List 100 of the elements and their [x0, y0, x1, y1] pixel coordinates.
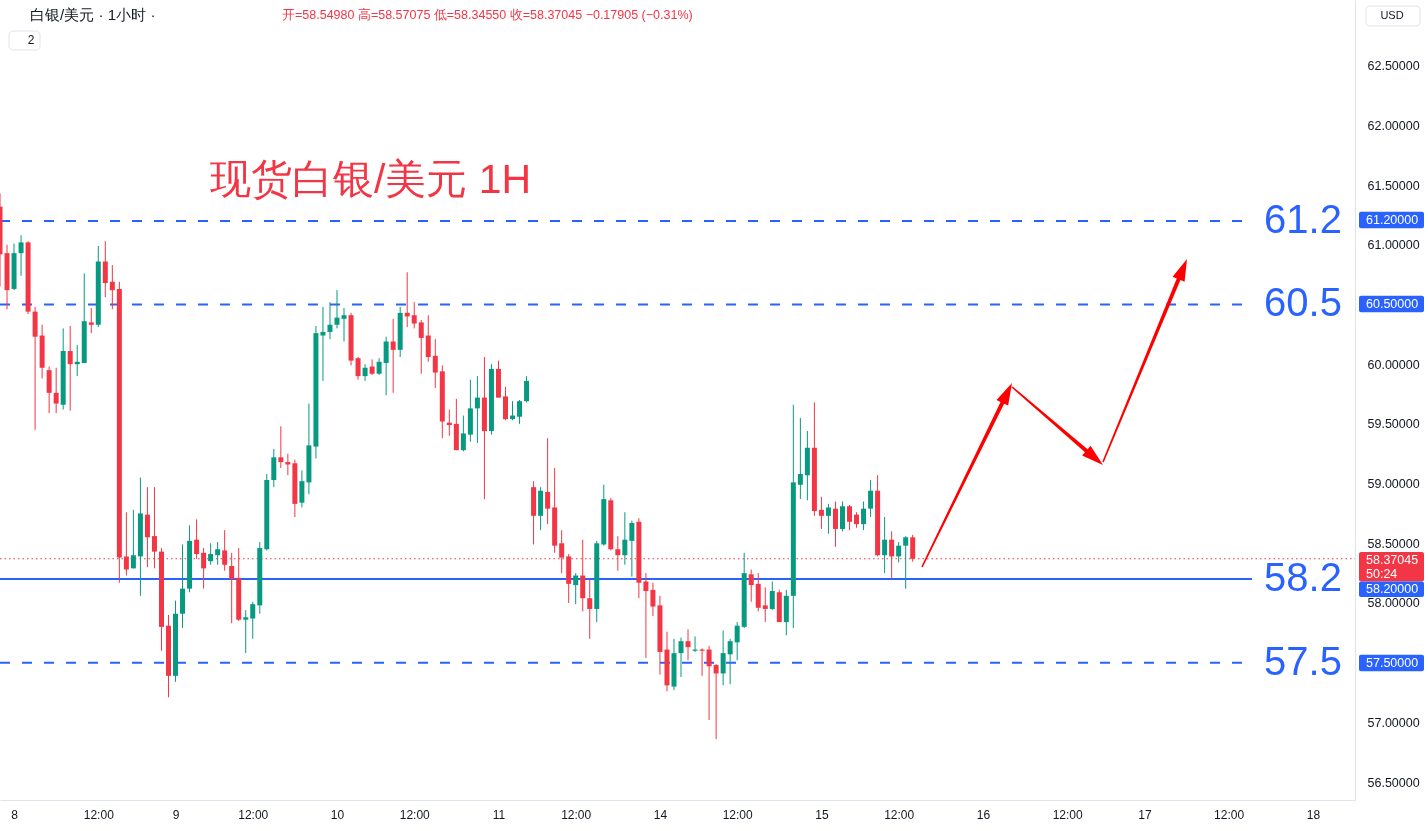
y-tick-label: 58.50000	[1367, 536, 1420, 551]
x-tick-label: 10	[330, 807, 345, 822]
candlestick	[882, 516, 888, 574]
candlestick	[243, 609, 249, 654]
candlestick	[587, 578, 593, 640]
candlestick	[362, 363, 368, 382]
candlestick	[650, 582, 656, 617]
candlestick	[411, 301, 417, 329]
ref-line-label: 58.2	[1264, 555, 1342, 600]
candlestick	[502, 386, 508, 421]
text: 50:24	[1366, 567, 1398, 581]
candlestick	[825, 503, 831, 535]
candlestick	[215, 541, 221, 566]
candlestick	[685, 628, 691, 661]
x-tick-label: 14	[653, 807, 668, 822]
candlestick	[341, 307, 347, 342]
candlestick	[720, 629, 726, 686]
candlestick	[861, 500, 867, 531]
ref-line-label: 61.2	[1264, 196, 1342, 241]
candlestick	[208, 542, 214, 566]
ref-line-label: 60.5	[1264, 280, 1342, 325]
candlestick	[278, 425, 284, 469]
x-tick-label: 15	[815, 807, 829, 822]
x-tick-label: 12:00	[238, 807, 269, 822]
candlestick	[545, 437, 551, 525]
y-tick-label: 59.00000	[1367, 477, 1420, 492]
y-tick-label: 58.00000	[1367, 596, 1420, 611]
candlestick	[383, 336, 389, 396]
text: USD	[1380, 9, 1404, 21]
annotation: 开=58.54980 高=58.57075 低=58.34550 收=58.37045 −0.17905 (−0.31%)	[282, 7, 693, 22]
candlestick	[524, 375, 530, 403]
text: 58.37045	[1366, 553, 1419, 567]
candlestick	[678, 637, 684, 678]
candlestick	[839, 500, 845, 532]
candlestick	[88, 307, 94, 334]
candlestick	[130, 509, 136, 569]
y-tick-label: 62.50000	[1367, 59, 1420, 74]
ref-line-label: 57.5	[1264, 638, 1342, 683]
candlestick	[748, 569, 754, 603]
candlestick	[762, 586, 768, 623]
candlestick	[755, 572, 761, 612]
candlestick	[334, 289, 340, 329]
candlestick	[432, 338, 438, 389]
candlestick	[713, 663, 719, 740]
x-tick-label: 16	[976, 807, 991, 822]
candlestick	[629, 520, 635, 578]
candlestick	[102, 240, 108, 298]
candlestick	[425, 314, 431, 363]
candlestick	[517, 399, 523, 425]
y-tick-label: 60.00000	[1367, 357, 1420, 372]
x-tick-label: 12:00	[399, 807, 431, 822]
text: 现货白银/美元 1H	[210, 156, 532, 202]
x-tick-label: 12:00	[1214, 807, 1245, 822]
candlestick	[355, 356, 361, 381]
y-tick-label: 59.50000	[1367, 417, 1420, 432]
x-tick-label: 8	[11, 807, 19, 822]
x-tick-label: 12:00	[561, 807, 592, 822]
candlestick	[390, 318, 396, 394]
candlestick	[797, 417, 803, 500]
candlestick	[109, 264, 115, 310]
x-tick-label: 12:00	[83, 807, 115, 822]
candlestick	[418, 319, 424, 375]
candlestick	[896, 541, 902, 563]
text: 57.50000	[1366, 656, 1419, 670]
x-tick-label: 18	[1306, 807, 1321, 822]
candlestick	[18, 234, 24, 277]
candlestick	[615, 535, 621, 572]
candlestick	[53, 367, 59, 414]
y-tick-label: 56.50000	[1367, 775, 1420, 790]
candlestick	[769, 580, 775, 611]
candlestick	[369, 358, 375, 376]
text: 58.20000	[1366, 582, 1419, 597]
candlestick	[327, 301, 333, 340]
x-tick-label: 12:00	[722, 807, 754, 822]
candlestick	[847, 504, 853, 531]
candlestick	[320, 306, 326, 382]
candlestick	[299, 469, 305, 508]
y-tick-label: 61.00000	[1367, 238, 1420, 253]
candlestick	[474, 375, 480, 444]
y-tick-label: 57.00000	[1367, 715, 1420, 730]
candlestick	[734, 621, 740, 661]
candlestick	[46, 366, 52, 414]
x-tick-label: 12:00	[1052, 807, 1083, 822]
candlestick	[460, 415, 466, 452]
candlestick	[271, 448, 277, 488]
candlestick	[868, 479, 874, 518]
candlestick	[706, 645, 712, 721]
x-tick-label: 12:00	[884, 807, 915, 822]
y-tick-label: 61.50000	[1367, 178, 1420, 193]
text: 60.50000	[1366, 297, 1419, 311]
chart-title: 白银/美元 · 1小时 ·	[30, 6, 156, 23]
candlestick	[573, 572, 579, 605]
candlestick	[643, 572, 649, 659]
candlestick	[250, 601, 256, 640]
x-tick-label: 17	[1138, 807, 1152, 822]
candlestick	[727, 638, 733, 685]
candlestick	[818, 496, 824, 530]
text: 61.20000	[1366, 213, 1419, 227]
x-tick-label: 11	[492, 807, 506, 822]
candlestick	[67, 325, 73, 412]
